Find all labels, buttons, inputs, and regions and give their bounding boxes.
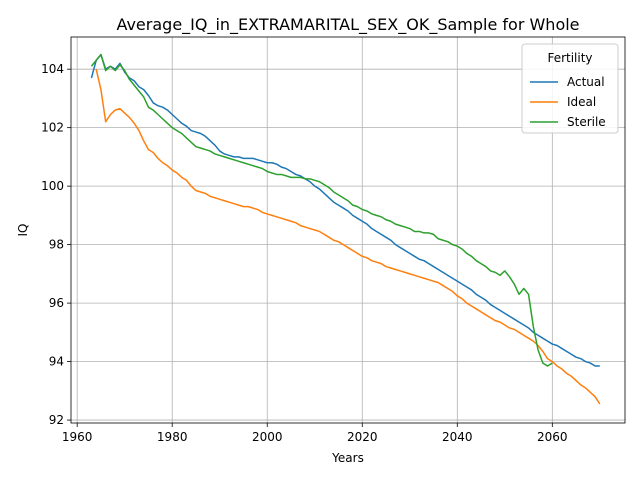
series-line-ideal: [95, 69, 601, 405]
x-tick-label: 2000: [252, 430, 283, 444]
x-axis-label: Years: [331, 451, 364, 465]
x-tick-label: 2060: [537, 430, 568, 444]
y-tick-label: 98: [49, 238, 64, 252]
x-tick-label: 2040: [442, 430, 473, 444]
y-tick-label: 96: [49, 296, 64, 310]
legend: Fertility Actual Ideal Sterile: [521, 43, 619, 134]
x-tick-label: 1980: [157, 430, 188, 444]
x-tick-label: 2020: [347, 430, 378, 444]
y-axis-label: IQ: [16, 224, 30, 237]
y-tick-label: 102: [41, 121, 64, 135]
x-axis-ticks: 1960 1980 2000 2020 2040 2060: [62, 423, 568, 444]
grid: [71, 37, 625, 423]
legend-entries: Actual Ideal Sterile: [530, 75, 606, 129]
y-tick-label: 104: [41, 62, 64, 76]
series-line-sterile: [90, 53, 553, 367]
series-lines: [90, 53, 601, 405]
y-tick-label: 92: [49, 413, 64, 427]
chart-title: Average_IQ_in_EXTRAMARITAL_SEX_OK_Sample…: [116, 15, 579, 35]
legend-title: Fertility: [547, 51, 592, 65]
series-line-actual: [90, 53, 600, 367]
x-tick-label: 1960: [62, 430, 93, 444]
plot-frame: [70, 36, 626, 424]
y-axis-ticks: 92 94 96 98 100 102 104: [41, 62, 71, 427]
y-tick-label: 94: [49, 355, 64, 369]
y-tick-label: 100: [41, 179, 64, 193]
legend-label-ideal: Ideal: [567, 95, 596, 109]
legend-box: [521, 43, 619, 134]
legend-label-actual: Actual: [567, 75, 605, 89]
legend-label-sterile: Sterile: [567, 115, 606, 129]
